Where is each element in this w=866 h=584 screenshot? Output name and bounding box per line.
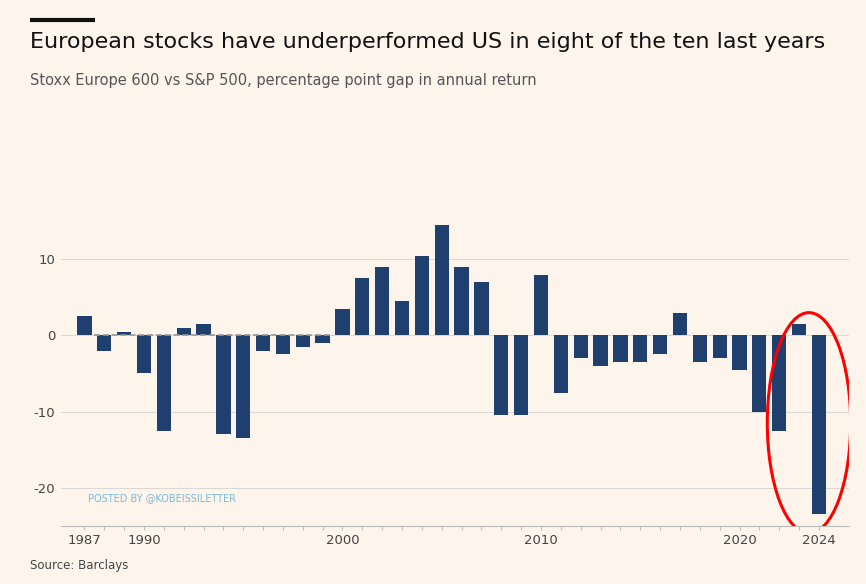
Bar [275, 335, 290, 354]
Bar [77, 317, 92, 335]
Bar [375, 267, 390, 335]
Bar [533, 274, 548, 335]
Bar [792, 324, 806, 335]
Bar [653, 335, 667, 354]
Bar [97, 335, 112, 350]
Bar [137, 335, 152, 374]
Bar [197, 324, 210, 335]
Bar [593, 335, 608, 366]
Text: POSTED BY @KOBEISSILETTER: POSTED BY @KOBEISSILETTER [88, 493, 236, 503]
Bar [236, 335, 250, 438]
Bar [673, 312, 687, 335]
Bar [772, 335, 786, 430]
Text: European stocks have underperformed US in eight of the ten last years: European stocks have underperformed US i… [30, 32, 825, 52]
Bar [613, 335, 628, 362]
Bar [633, 335, 648, 362]
Bar [117, 332, 132, 335]
Bar [415, 256, 429, 335]
Text: Stoxx Europe 600 vs S&P 500, percentage point gap in annual return: Stoxx Europe 600 vs S&P 500, percentage … [30, 73, 537, 88]
Text: Source: Barclays: Source: Barclays [30, 559, 129, 572]
Bar [733, 335, 746, 370]
Bar [553, 335, 568, 392]
Bar [435, 225, 449, 335]
Bar [177, 328, 191, 335]
Bar [475, 282, 488, 335]
Bar [256, 335, 270, 350]
Bar [455, 267, 469, 335]
Bar [315, 335, 330, 343]
Bar [216, 335, 230, 434]
Bar [753, 335, 766, 412]
Bar [157, 335, 171, 430]
Bar [693, 335, 707, 362]
Bar [573, 335, 588, 358]
Bar [811, 335, 826, 514]
Bar [355, 279, 370, 335]
Bar [395, 301, 410, 335]
Bar [295, 335, 310, 347]
Bar [335, 309, 350, 335]
Bar [713, 335, 727, 358]
Bar [514, 335, 528, 415]
Bar [494, 335, 508, 415]
